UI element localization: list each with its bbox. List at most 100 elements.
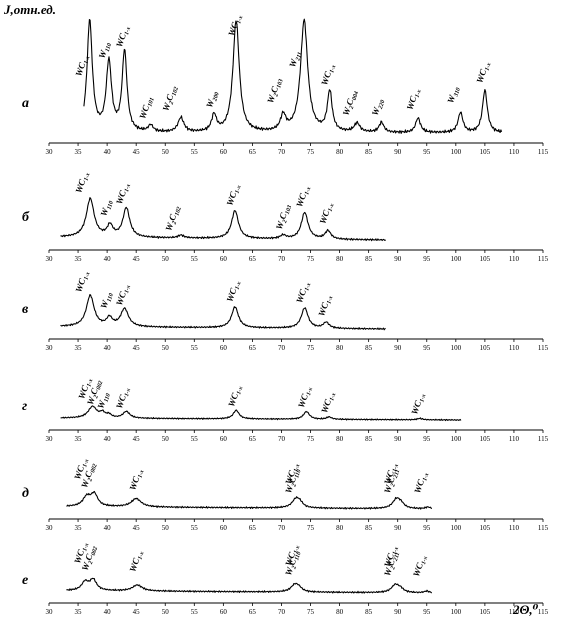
x-tick-label: 115 <box>538 148 549 156</box>
peak-label: WC1-x <box>73 54 91 79</box>
panel-letter: в <box>22 302 29 317</box>
x-tick-label: 60 <box>220 524 228 532</box>
peak-label: W2C102 <box>163 204 182 232</box>
peak-label: W2C002 <box>79 461 98 489</box>
peak-label: W2C103 <box>265 77 284 105</box>
x-tick-label: 110 <box>509 344 520 352</box>
peak-label-sub: 1-x <box>124 388 132 397</box>
peak-label-base: WC <box>73 60 87 77</box>
peak-label-base: WC <box>317 208 331 225</box>
peak-label: WC1-x <box>76 376 94 401</box>
x-tick-label: 40 <box>104 524 112 532</box>
x-tick-label: 95 <box>423 255 431 263</box>
x-tick-label: 100 <box>451 148 462 156</box>
peak-label-base: W <box>97 48 109 60</box>
peak-label-base: WC <box>226 20 240 37</box>
x-tick-label: 90 <box>394 344 402 352</box>
x-tick-label: 40 <box>104 435 112 443</box>
peak-label-sub2: 211 <box>393 552 402 563</box>
peak-label-base: WC <box>405 94 419 111</box>
peak-label: WC1-x <box>73 170 91 195</box>
peak-label-sub: 1-x <box>293 463 301 472</box>
panel-1: а 30 35 40 45 50 55 60 65 70 75 80 85 90 95 100 105 110 11… <box>22 15 549 156</box>
peak-label-sub: 1-x <box>326 295 334 304</box>
peak-label: WC1-x <box>296 385 314 410</box>
peak-label-sub: 110 <box>107 293 115 303</box>
peak-label: W2C004 <box>341 89 360 117</box>
peak-label: W2C211 <box>382 550 401 578</box>
x-tick-label: 55 <box>191 344 199 352</box>
peak-label-base2: C <box>385 474 397 484</box>
x-tick-label: 105 <box>480 148 491 156</box>
peak-label-base: W <box>204 97 216 109</box>
peak-label-sub: 1-x <box>329 64 337 73</box>
x-tick-label: 60 <box>220 148 228 156</box>
panel-5: д 30 35 40 45 50 55 60 65 70 75 80 85 90 95 100 105 110 11… <box>22 457 549 532</box>
peak-label-base: W <box>80 560 92 572</box>
x-tick-label: 95 <box>423 435 431 443</box>
peak-label-base: W <box>370 105 382 117</box>
diffraction-trace <box>60 197 386 242</box>
x-tick-label: 85 <box>365 255 373 263</box>
peak-label: WC1-x <box>114 182 132 207</box>
peak-label-sub: 1-x <box>329 392 337 401</box>
peak-label: WC1-x <box>319 63 337 88</box>
peak-label: WC1-x <box>405 87 423 112</box>
peak-label-base: W <box>160 101 172 113</box>
peak-label-base: WC <box>137 103 151 120</box>
x-tick-label: 70 <box>278 435 286 443</box>
x-tick-label: 80 <box>336 344 344 352</box>
peak-label: WC1-x <box>283 462 301 487</box>
peak-label-sub: 1-x <box>306 387 314 396</box>
x-tick-label: 80 <box>336 255 344 263</box>
peak-label: WC1-x <box>114 24 132 49</box>
peak-label: W2C211 <box>382 467 401 495</box>
peak-label-sub: 1-x <box>83 172 91 181</box>
peak-label-sub: 1-x <box>124 285 132 294</box>
peak-label-base: WC <box>73 177 87 194</box>
peak-label-base: WC <box>72 547 86 564</box>
x-tick-label: 35 <box>75 524 83 532</box>
peak-label-base: WC <box>127 474 141 491</box>
x-tick-label: 30 <box>46 524 54 532</box>
x-tick-label: 75 <box>307 344 315 352</box>
peak-label: WC1-x <box>127 549 145 574</box>
x-tick-label: 75 <box>307 524 315 532</box>
peak-label-base: WC <box>76 383 90 400</box>
peak-label-base: WC <box>226 391 240 408</box>
diffraction-trace <box>60 294 386 331</box>
peak-label-sub: 1-x <box>86 378 94 387</box>
x-tick-label: 110 <box>509 255 520 263</box>
peak-label: W110 <box>98 199 115 219</box>
peak-label: WC1-x <box>72 541 90 566</box>
peak-label-sub: 2 <box>171 221 178 227</box>
peak-label: W110 <box>98 291 115 311</box>
peak-label-sub: 200 <box>212 92 221 103</box>
peak-label-base: W <box>163 221 175 233</box>
peak-label-base: W <box>341 105 353 117</box>
x-axis-label: 2Θ,⁰ <box>512 602 539 617</box>
panel-letter: д <box>22 486 29 501</box>
x-tick-label: 85 <box>365 608 373 616</box>
peak-label-sub: 2 <box>291 483 298 489</box>
x-tick-label: 45 <box>133 344 141 352</box>
peak-label-sub: 110 <box>107 200 115 210</box>
peak-label: WC1-x <box>72 457 90 482</box>
peak-label-sub2: 102 <box>174 206 182 216</box>
peak-label-base: WC <box>474 67 488 84</box>
peak-label: W200 <box>204 90 221 110</box>
peak-label: WC101 <box>137 95 156 121</box>
peak-label-base: WC <box>72 463 86 480</box>
peak-label-sub: 1-x <box>235 281 243 290</box>
peak-label: WC1-x <box>294 280 312 305</box>
peak-label: WC1-x <box>411 554 429 579</box>
x-tick-label: 30 <box>46 435 54 443</box>
peak-label-base: W <box>85 395 97 407</box>
x-tick-label: 55 <box>191 608 199 616</box>
x-tick-label: 95 <box>423 344 431 352</box>
x-tick-label: 50 <box>162 524 170 532</box>
peak-label-sub: 1-x <box>415 89 423 98</box>
x-tick-label: 65 <box>249 255 257 263</box>
peak-label: WC1-x <box>226 384 244 409</box>
